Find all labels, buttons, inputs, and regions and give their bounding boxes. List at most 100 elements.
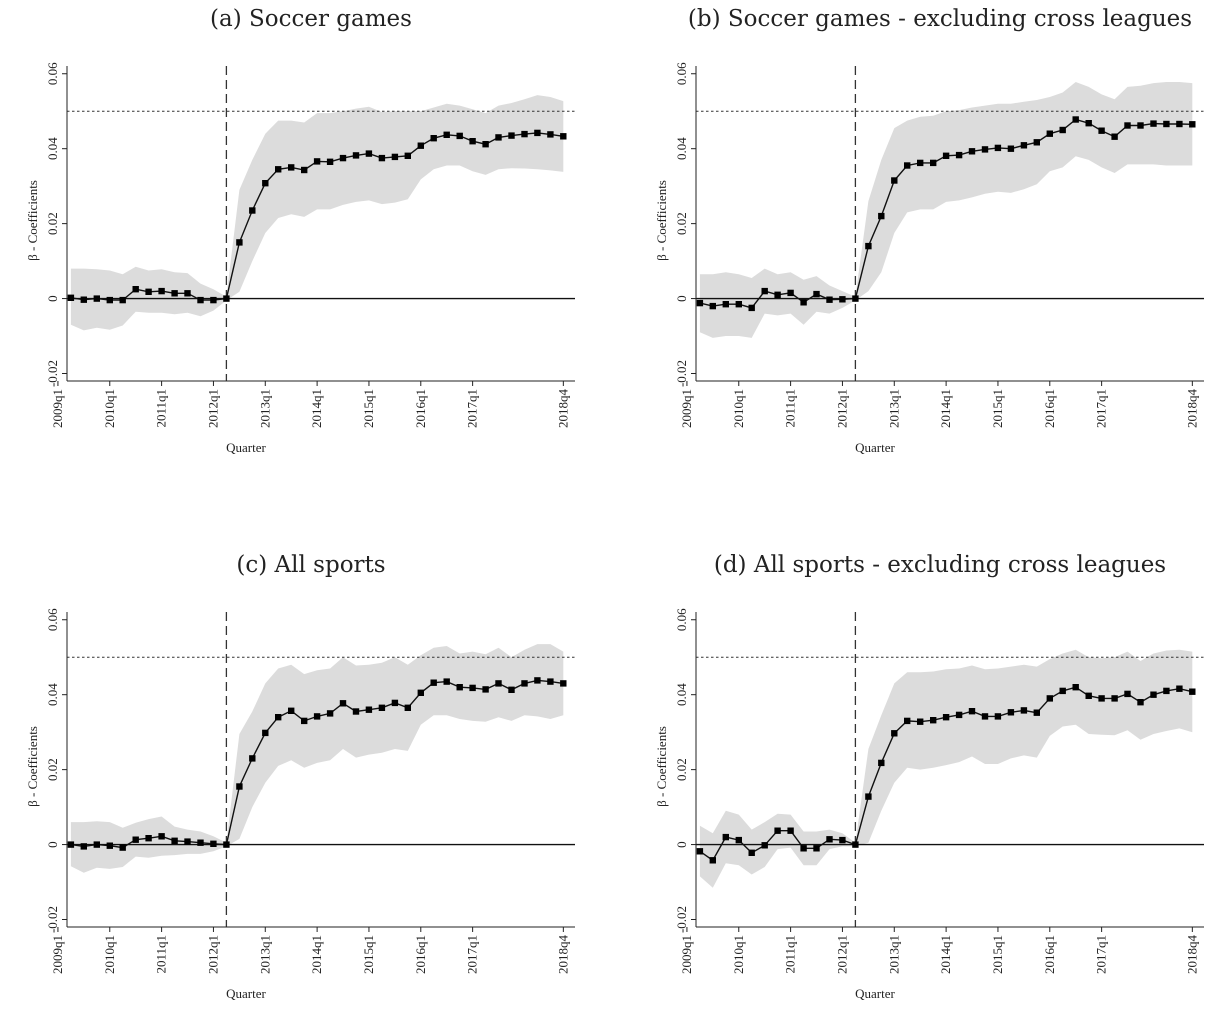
- data-point: [288, 164, 295, 171]
- data-point: [774, 291, 781, 298]
- data-point: [709, 857, 716, 864]
- data-point: [378, 704, 386, 711]
- data-point: [1098, 127, 1105, 134]
- panel-a: (a) Soccer games -0.02 0 0.02 0.04 0.06 2009q1…: [0, 0, 588, 470]
- data-point: [696, 848, 704, 855]
- data-point: [1163, 687, 1170, 695]
- data-point: [301, 166, 308, 174]
- data-point: [119, 844, 126, 851]
- confidence-band: [70, 644, 564, 873]
- data-point: [275, 714, 282, 721]
- data-point: [93, 295, 100, 302]
- x-axis-title: Quarter: [855, 986, 895, 1001]
- data-point: [1111, 695, 1118, 702]
- data-point: [1189, 688, 1196, 695]
- y-tick-label: 0.06: [45, 608, 60, 631]
- y-tick-label: 0: [674, 295, 689, 302]
- y-axis-title: β - Coefficients: [25, 180, 40, 261]
- data-point: [904, 162, 911, 169]
- x-tick-label: 2012q1: [834, 389, 849, 428]
- y-tick-label: 0.02: [674, 758, 689, 781]
- x-tick-label: 2011q1: [154, 389, 169, 428]
- data-point: [955, 151, 963, 159]
- data-point: [994, 713, 1002, 720]
- x-tick-label: 2012q1: [834, 935, 849, 974]
- data-point: [1046, 130, 1053, 137]
- data-point: [106, 296, 113, 304]
- data-point: [521, 130, 528, 138]
- panel-c: (c) All sports -0.02 0 0.02 0.04 0.06 2009q1 20…: [0, 546, 588, 1016]
- x-tick-label: 2017q1: [1094, 935, 1109, 974]
- data-point: [482, 686, 489, 693]
- data-point: [1098, 695, 1105, 702]
- panel-title: (a) Soccer games: [210, 6, 412, 32]
- data-point: [1033, 709, 1040, 716]
- x-tick-label: 2015q1: [990, 935, 1005, 974]
- panel-b: (b) Soccer games - excluding cross leagu…: [629, 0, 1217, 470]
- x-tick-label: 2010q1: [731, 935, 746, 974]
- data-point: [1033, 139, 1040, 146]
- x-tick-label: 2016q1: [413, 389, 428, 428]
- data-point: [813, 845, 820, 852]
- data-point: [1111, 133, 1118, 140]
- y-tick-label: 0.02: [45, 212, 60, 235]
- data-point: [852, 841, 859, 848]
- data-point: [184, 838, 191, 845]
- data-point: [547, 131, 554, 138]
- data-point: [326, 710, 334, 717]
- data-point: [878, 759, 885, 767]
- x-tick-label: 2013q1: [257, 935, 272, 974]
- data-point: [275, 166, 282, 173]
- data-point: [456, 684, 463, 691]
- data-point: [968, 148, 976, 155]
- data-point: [249, 207, 256, 214]
- data-point: [158, 287, 165, 295]
- data-point: [456, 132, 463, 140]
- data-point: [930, 717, 937, 724]
- data-point: [534, 677, 541, 684]
- x-tick-label: 2016q1: [1042, 935, 1057, 974]
- data-point: [981, 713, 989, 720]
- data-point: [80, 296, 87, 303]
- data-point: [560, 680, 567, 687]
- data-point: [1150, 120, 1157, 127]
- data-point: [787, 827, 794, 834]
- data-point: [1059, 687, 1066, 695]
- data-point: [800, 845, 807, 852]
- data-point: [942, 714, 950, 721]
- data-point: [313, 713, 321, 720]
- x-tick-label: 2009q1: [679, 389, 694, 428]
- panel-title: (b) Soccer games - excluding cross leagu…: [688, 6, 1192, 32]
- x-tick-label: 2010q1: [102, 935, 117, 974]
- data-point: [313, 158, 321, 165]
- x-tick-label: 2009q1: [50, 935, 65, 974]
- data-point: [696, 299, 704, 307]
- data-point: [249, 755, 256, 762]
- x-tick-label: 2014q1: [309, 389, 324, 428]
- data-point: [994, 144, 1002, 152]
- y-tick-label: -0.02: [45, 906, 60, 933]
- data-point: [1072, 116, 1079, 123]
- data-point: [417, 142, 424, 149]
- data-point: [787, 289, 794, 297]
- data-point: [119, 296, 126, 304]
- data-point: [981, 146, 989, 153]
- confidence-band: [699, 82, 1193, 338]
- data-point: [865, 242, 872, 250]
- x-tick-label: 2011q1: [783, 935, 798, 974]
- data-point: [865, 793, 872, 800]
- x-tick-label: 2017q1: [465, 389, 480, 428]
- data-point: [1124, 690, 1131, 698]
- y-tick-label: 0: [45, 841, 60, 848]
- data-point: [1007, 145, 1015, 152]
- chart-svg: (d) All sports - excluding cross leagues…: [654, 552, 1204, 1001]
- data-point: [1007, 709, 1015, 716]
- y-tick-label: 0.06: [674, 608, 689, 631]
- data-point: [482, 141, 489, 148]
- data-point: [1150, 691, 1157, 698]
- panel-d: (d) All sports - excluding cross leagues…: [629, 546, 1217, 1016]
- data-point: [1085, 120, 1092, 127]
- data-point: [1176, 685, 1183, 692]
- y-tick-label: -0.02: [45, 360, 60, 387]
- data-point: [761, 287, 768, 295]
